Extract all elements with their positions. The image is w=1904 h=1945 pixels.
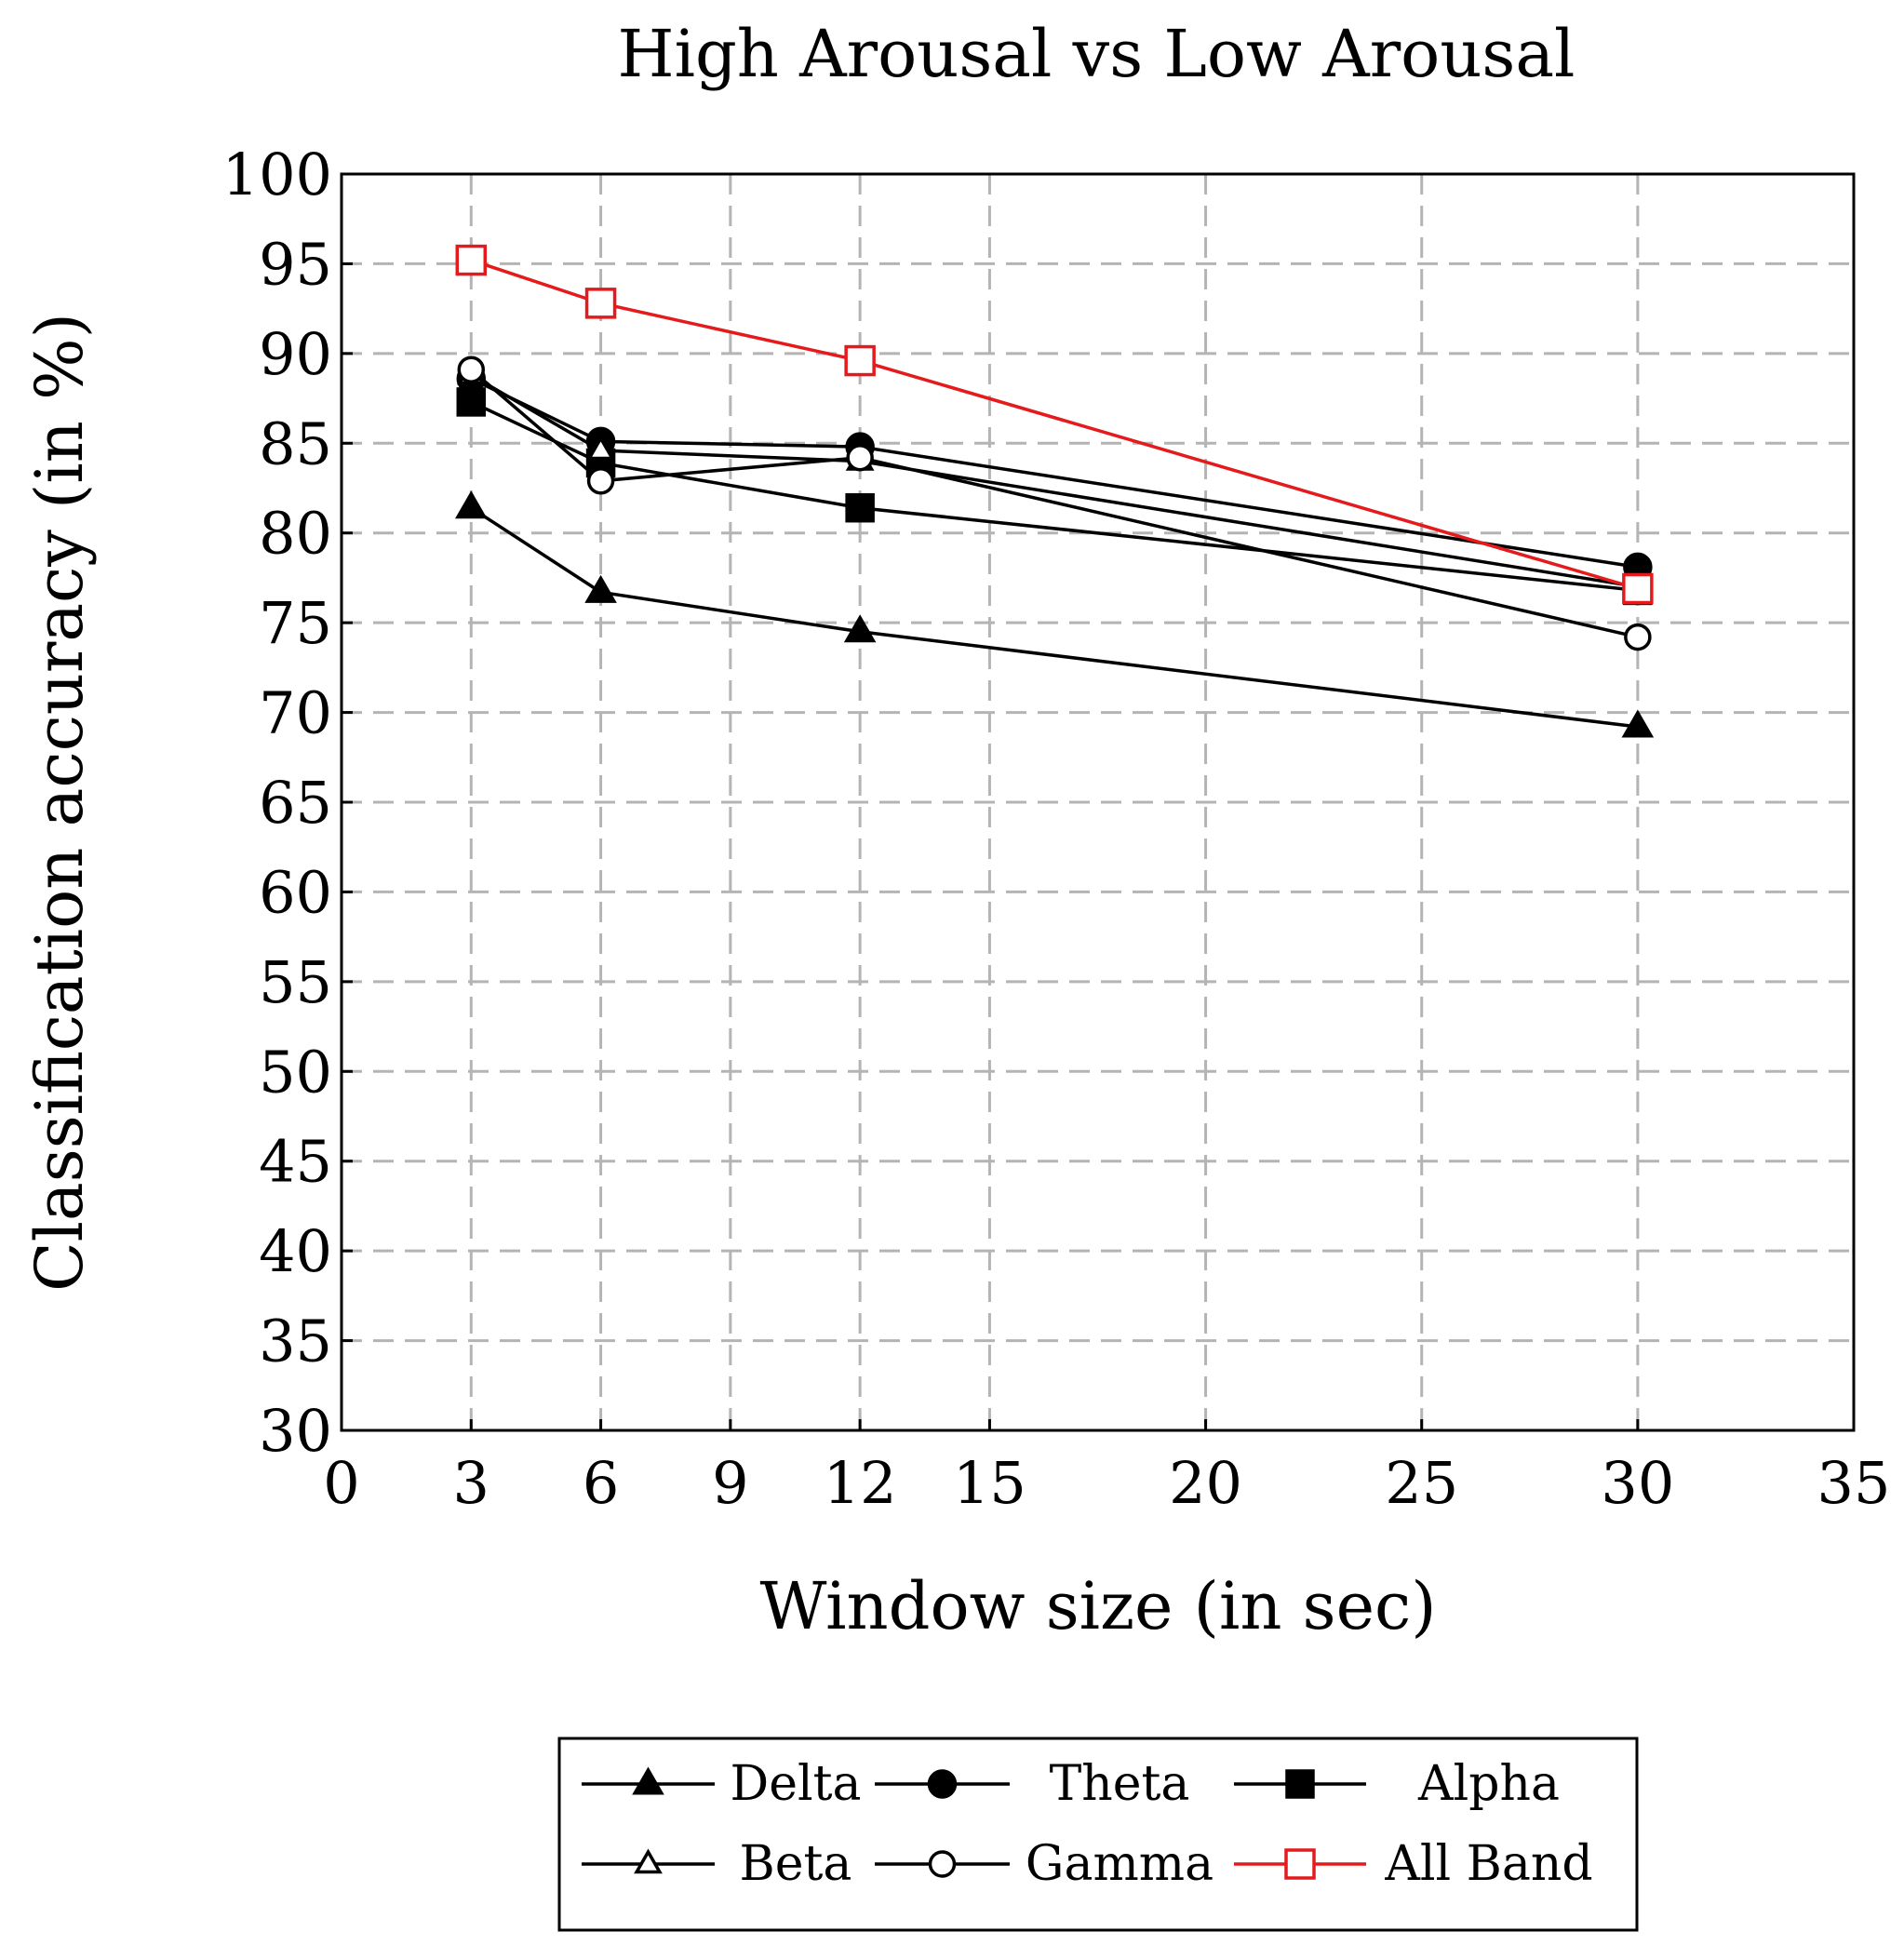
legend-marker — [927, 1769, 958, 1799]
legend-marker — [1284, 1848, 1316, 1880]
data-point-gamma — [846, 443, 874, 472]
y-tick-label: 45 — [259, 1128, 332, 1196]
x-tick-label: 30 — [1601, 1449, 1674, 1517]
series-delta — [455, 490, 1655, 738]
axis-ticks: 0 3 6 9 12 15 20 25 30 35 30 35 40 45 50 55 60 65 70 75 80 85… — [222, 141, 1891, 1517]
y-tick-label: 60 — [259, 858, 332, 926]
y-tick-label: 95 — [259, 230, 332, 298]
data-point-delta — [455, 490, 488, 519]
x-tick-label: 3 — [453, 1449, 489, 1517]
data-point-delta — [584, 574, 617, 603]
y-axis-label: Classification accuracy (in %) — [21, 313, 98, 1292]
y-tick-label: 70 — [259, 679, 332, 747]
data-point-alpha — [456, 387, 487, 417]
series-gamma — [457, 355, 1652, 651]
legend-item-all-band: All Band — [1234, 1836, 1593, 1892]
legend-item-gamma: Gamma — [875, 1836, 1213, 1892]
legend-marker — [1285, 1769, 1315, 1799]
series-line-gamma — [470, 368, 1639, 639]
data-point-all-band — [455, 244, 488, 276]
legend-item-delta: Delta — [582, 1756, 862, 1812]
y-tick-label: 75 — [259, 589, 332, 657]
series-line-all-band — [470, 258, 1639, 591]
series-all-band — [455, 244, 1654, 605]
y-tick-label: 35 — [259, 1308, 332, 1375]
series-alpha — [456, 387, 1653, 606]
y-tick-label: 30 — [259, 1397, 332, 1465]
chart-title: High Arousal vs Low Arousal — [618, 16, 1575, 92]
legend-label: Alpha — [1417, 1756, 1560, 1812]
legend-item-beta: Beta — [582, 1836, 851, 1892]
data-point-all-band — [584, 288, 617, 319]
x-tick-label: 35 — [1817, 1449, 1891, 1517]
data-point-beta — [586, 435, 615, 461]
series-line-alpha — [470, 400, 1639, 593]
grid — [342, 174, 1854, 1430]
x-tick-label: 25 — [1385, 1449, 1458, 1517]
x-axis-label: Window size (in sec) — [759, 1568, 1436, 1644]
series-theta — [456, 364, 1653, 583]
y-tick-label: 40 — [259, 1217, 332, 1285]
x-tick-label: 20 — [1169, 1449, 1242, 1517]
legend-label: Beta — [740, 1836, 852, 1892]
legend-marker — [928, 1850, 957, 1878]
data-point-delta — [1621, 709, 1655, 738]
data-point-all-band — [1622, 572, 1654, 605]
data-point-gamma — [457, 355, 486, 383]
x-tick-label: 6 — [583, 1449, 619, 1517]
data-point-gamma — [1624, 623, 1652, 651]
x-tick-label: 0 — [323, 1449, 359, 1517]
y-tick-label: 80 — [259, 500, 332, 568]
legend-label: Delta — [731, 1756, 862, 1812]
y-tick-label: 65 — [259, 769, 332, 837]
y-tick-label: 85 — [259, 409, 332, 477]
legend-item-alpha: Alpha — [1234, 1756, 1560, 1812]
data-point-delta — [843, 614, 877, 643]
series-group — [455, 244, 1655, 738]
legend-label: Gamma — [1026, 1836, 1213, 1892]
series-line-theta — [470, 377, 1639, 570]
y-tick-label: 55 — [259, 948, 332, 1016]
y-tick-label: 50 — [259, 1038, 332, 1106]
y-tick-label: 90 — [259, 320, 332, 388]
legend: Delta Theta Alpha Beta Gamma All Band — [557, 1737, 1639, 1932]
data-point-gamma — [586, 467, 615, 495]
x-tick-label: 15 — [953, 1449, 1026, 1517]
series-line-delta — [470, 506, 1639, 729]
legend-box — [557, 1737, 1639, 1932]
x-tick-label: 12 — [824, 1449, 897, 1517]
series-line-beta — [470, 373, 1639, 589]
y-tick-label: 100 — [222, 141, 332, 208]
legend-marker — [634, 1848, 663, 1874]
legend-label: All Band — [1384, 1836, 1592, 1892]
data-point-alpha — [845, 492, 875, 523]
legend-label: Theta — [1050, 1756, 1190, 1812]
x-tick-label: 9 — [712, 1449, 748, 1517]
legend-marker — [632, 1766, 664, 1795]
data-point-all-band — [844, 344, 876, 377]
legend-item-theta: Theta — [875, 1756, 1189, 1812]
